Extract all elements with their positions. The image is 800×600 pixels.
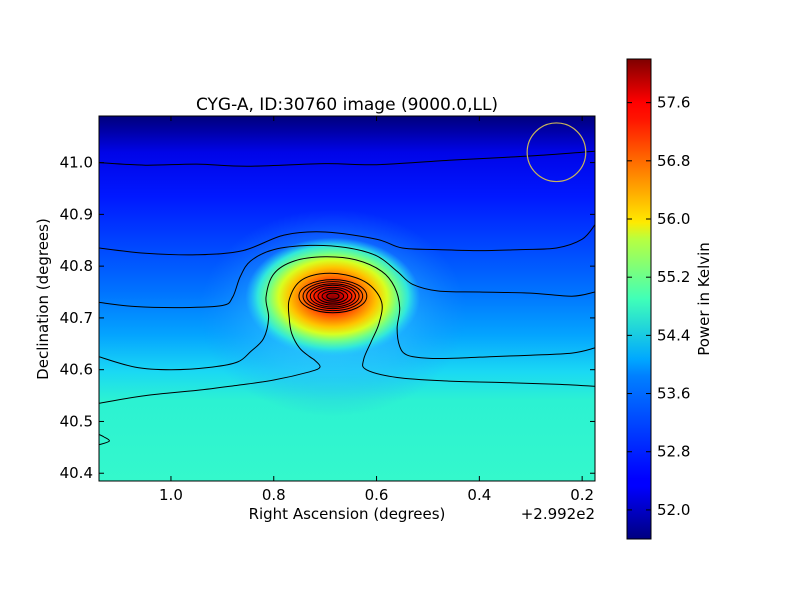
contour-ring-7 xyxy=(321,290,345,302)
colorbar-tick-label: 53.6 xyxy=(657,385,690,403)
contour-level-3 xyxy=(99,244,595,309)
colorbar: 52.0 52.8 53.6 54.4 55.2 56.0 56.8 57.6 Power i… xyxy=(626,58,713,540)
contour-ring-2 xyxy=(302,281,364,312)
contour-level-4 xyxy=(99,256,595,371)
contour-ring-5 xyxy=(313,286,353,306)
colorbar-tick-label: 52.8 xyxy=(657,443,690,461)
colorbar-tick-label: 56.8 xyxy=(657,152,690,170)
chart-title: CYG-A, ID:30760 image (9000.0,LL) xyxy=(196,95,498,115)
colorbar-tick-label: 55.2 xyxy=(657,268,690,286)
contour-ring-3 xyxy=(306,283,360,310)
colorbar-tick-label: 57.6 xyxy=(657,94,690,112)
x-axis-ticks: 1.0 0.8 0.6 0.4 0.2 xyxy=(159,116,594,504)
x-tick-label: 0.8 xyxy=(262,486,286,504)
y-axis-label: Declination (degrees) xyxy=(34,218,52,380)
colorbar-ticks: 52.0 52.8 53.6 54.4 55.2 56.0 56.8 57.6 xyxy=(627,94,690,519)
contour-ring-1 xyxy=(298,279,368,314)
x-tick-label: 0.4 xyxy=(467,486,491,504)
colorbar-tick-label: 54.4 xyxy=(657,326,690,344)
contour-ring-8 xyxy=(326,292,340,300)
contour-lines xyxy=(99,150,595,446)
y-axis-ticks: 40.4 40.5 40.6 40.7 40.8 40.9 41.0 xyxy=(60,154,595,482)
colorbar-tick-label: 56.0 xyxy=(657,210,690,228)
y-tick-label: 40.9 xyxy=(60,205,93,223)
y-tick-label: 40.4 xyxy=(60,464,93,482)
x-axis-offset-label: +2.992e2 xyxy=(521,505,595,523)
colorbar-tick-label: 52.0 xyxy=(657,501,690,519)
y-tick-label: 41.0 xyxy=(60,154,93,172)
contour-level-2 xyxy=(99,224,595,256)
beam-circle xyxy=(526,122,587,183)
y-tick-label: 40.6 xyxy=(60,361,93,379)
y-tick-label: 40.7 xyxy=(60,309,93,327)
plot-area xyxy=(99,116,595,481)
y-tick-label: 40.5 xyxy=(60,412,93,430)
contour-ring-6 xyxy=(317,288,349,304)
contour-level-5 xyxy=(99,272,595,404)
x-tick-label: 1.0 xyxy=(159,486,183,504)
colorbar-label: Power in Kelvin xyxy=(695,242,713,356)
contour-level-1 xyxy=(99,150,595,167)
contour-level-edge xyxy=(99,433,110,446)
colorbar-gradient xyxy=(626,58,652,540)
x-tick-label: 0.2 xyxy=(570,486,594,504)
y-tick-label: 40.8 xyxy=(60,257,93,275)
x-axis-label: Right Ascension (degrees) xyxy=(249,505,446,523)
contour-ring-4 xyxy=(309,284,356,308)
x-tick-label: 0.6 xyxy=(365,486,389,504)
plot-frame xyxy=(98,115,596,482)
heatmap-hotspot xyxy=(245,237,421,357)
